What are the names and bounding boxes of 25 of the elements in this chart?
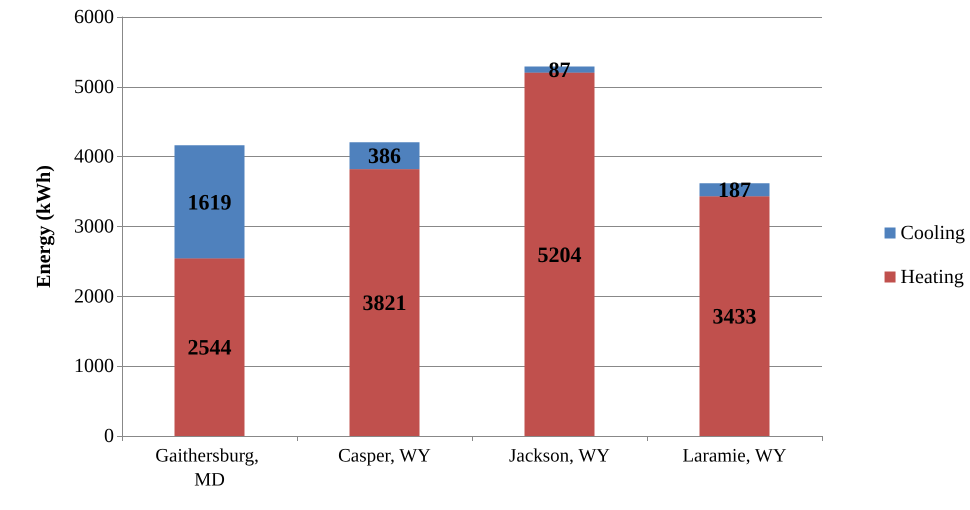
y-tick-label: 3000: [74, 216, 114, 238]
y-axis-title: Energy (kWh): [33, 165, 55, 288]
bar: [174, 258, 244, 436]
bar: [700, 196, 770, 436]
y-tick-label: 0: [104, 425, 114, 447]
x-tick-label: Gaithersburg, MD: [155, 446, 264, 490]
x-tick-label: Casper, WY: [338, 446, 432, 466]
legend-label: Heating: [900, 266, 964, 288]
y-tick-label: 2000: [74, 285, 114, 308]
y-tick-label: 5000: [74, 76, 114, 98]
legend-label: Cooling: [900, 222, 965, 244]
data-label: 3821: [362, 290, 406, 316]
x-tick-label: Jackson, WY: [509, 446, 610, 466]
data-label: 2544: [188, 334, 232, 360]
data-label: 5204: [538, 242, 582, 267]
data-label: 187: [718, 177, 751, 202]
data-label: 386: [368, 143, 401, 168]
y-tick-label: 6000: [74, 6, 114, 28]
x-tick-label: Laramie, WY: [682, 446, 787, 466]
y-tick-label: 4000: [74, 146, 114, 168]
y-tick-label: 1000: [74, 355, 114, 378]
data-label: 1619: [188, 189, 232, 214]
bar: [350, 169, 420, 436]
data-label: 3433: [712, 304, 756, 329]
bar: [174, 145, 244, 258]
